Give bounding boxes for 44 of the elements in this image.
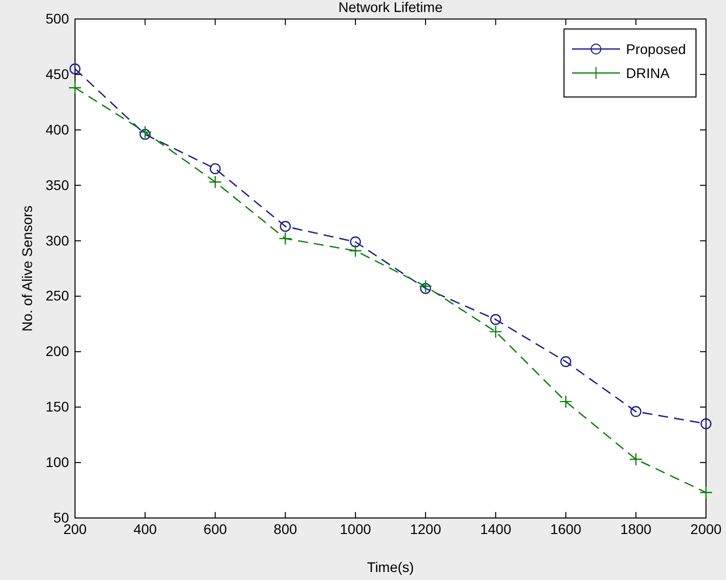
point [210, 163, 221, 174]
y-tick-label: 250 [46, 288, 70, 304]
x-tick-label: 2000 [690, 520, 722, 537]
legend-label: Proposed [626, 41, 686, 57]
y-tick-label: 50 [53, 509, 70, 526]
point [559, 394, 572, 408]
x-axis-title: Time(s) [367, 559, 414, 575]
point [278, 232, 292, 246]
x-tick-label: 1400 [480, 520, 512, 537]
point [138, 126, 152, 139]
point [280, 220, 291, 232]
point [699, 486, 713, 500]
legend-label: DRINA [626, 65, 670, 81]
y-tick-label: 150 [46, 398, 70, 415]
x-tick-label: 1000 [340, 520, 372, 537]
point [630, 406, 642, 418]
x-tick-label: 1800 [620, 520, 652, 537]
point [700, 418, 712, 430]
x-tick-label: 1200 [410, 520, 442, 537]
point [208, 175, 222, 189]
point [68, 81, 82, 94]
point [350, 236, 361, 248]
x-tick-label: 1600 [550, 520, 582, 537]
point [629, 452, 642, 466]
x-tick-label: 600 [204, 520, 228, 537]
chart-title: Network Lifetime [338, 0, 443, 15]
x-tick-label: 800 [274, 520, 298, 537]
y-tick-label: 100 [46, 454, 70, 470]
y-tick-label: 400 [46, 121, 70, 138]
point [420, 282, 432, 294]
y-tick-label: 350 [46, 176, 70, 193]
point [140, 128, 151, 140]
point [489, 325, 502, 338]
point [560, 356, 572, 368]
point [348, 244, 362, 258]
point [490, 314, 502, 325]
y-tick-label: 500 [46, 10, 70, 26]
y-axis-title: No. of Alive Sensors [19, 205, 35, 332]
y-tick-label: 450 [46, 66, 70, 82]
x-tick-label: 400 [133, 520, 158, 537]
y-tick-label: 300 [46, 232, 70, 248]
point [418, 280, 432, 293]
y-tick-label: 200 [46, 343, 70, 360]
point [70, 63, 80, 74]
